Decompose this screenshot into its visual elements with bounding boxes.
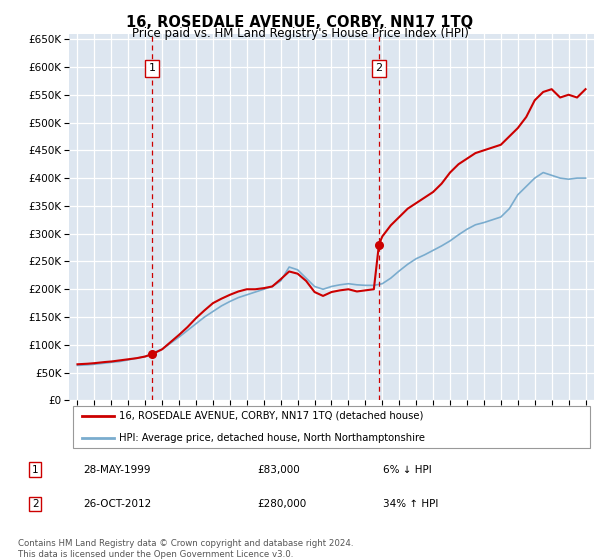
Text: 34% ↑ HPI: 34% ↑ HPI xyxy=(383,499,438,509)
Text: Contains HM Land Registry data © Crown copyright and database right 2024.
This d: Contains HM Land Registry data © Crown c… xyxy=(18,539,353,559)
Text: Price paid vs. HM Land Registry's House Price Index (HPI): Price paid vs. HM Land Registry's House … xyxy=(131,27,469,40)
Text: 1: 1 xyxy=(148,63,155,73)
Text: 26-OCT-2012: 26-OCT-2012 xyxy=(83,499,152,509)
Text: 1: 1 xyxy=(32,465,38,475)
Text: 16, ROSEDALE AVENUE, CORBY, NN17 1TQ: 16, ROSEDALE AVENUE, CORBY, NN17 1TQ xyxy=(127,15,473,30)
FancyBboxPatch shape xyxy=(73,405,590,448)
Text: HPI: Average price, detached house, North Northamptonshire: HPI: Average price, detached house, Nort… xyxy=(119,433,425,443)
Text: 2: 2 xyxy=(376,63,382,73)
Text: 2: 2 xyxy=(32,499,38,509)
Text: 16, ROSEDALE AVENUE, CORBY, NN17 1TQ (detached house): 16, ROSEDALE AVENUE, CORBY, NN17 1TQ (de… xyxy=(119,410,423,421)
Text: £83,000: £83,000 xyxy=(257,465,300,475)
Text: £280,000: £280,000 xyxy=(257,499,307,509)
Text: 6% ↓ HPI: 6% ↓ HPI xyxy=(383,465,431,475)
Text: 28-MAY-1999: 28-MAY-1999 xyxy=(83,465,151,475)
